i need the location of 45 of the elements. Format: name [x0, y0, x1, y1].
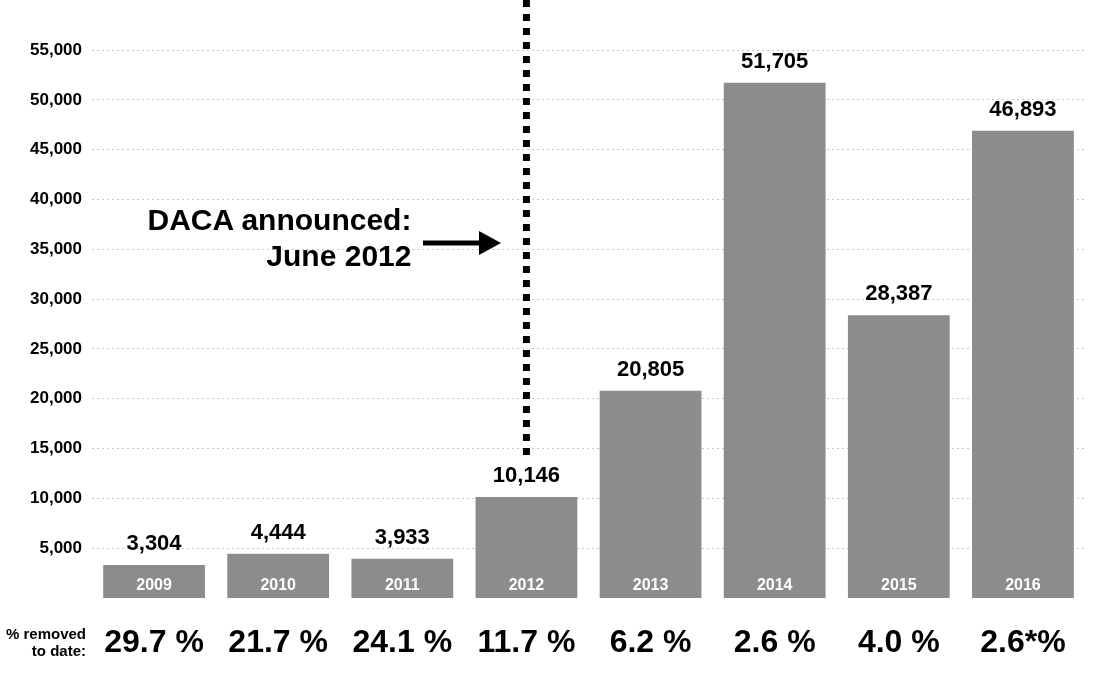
text: 2.6*%: [980, 622, 1066, 659]
x-tick-label: 2012: [508, 576, 545, 594]
x-tick-label: 2014: [756, 576, 793, 594]
ref-line-label: DACA announced: June 2012: [147, 202, 412, 272]
bar: [103, 565, 205, 598]
y-tick-label: 25,000: [30, 338, 82, 358]
bar: [351, 558, 454, 598]
x-tick-label: 2013: [632, 576, 669, 594]
y-tick-label: 50,000: [30, 89, 82, 109]
bar: [475, 496, 578, 598]
text: 2.6 %: [733, 622, 816, 659]
data-label: 51,705: [741, 47, 809, 73]
data-label: 46,893: [989, 95, 1057, 121]
y-tick-label: 45,000: [30, 139, 82, 159]
text: 6.2 %: [609, 622, 692, 659]
x-tick-label: 2016: [1005, 576, 1041, 594]
text: 21.7 %: [228, 622, 328, 659]
data-label: 28,387: [865, 280, 933, 306]
x-tick-label: 2011: [384, 576, 420, 594]
x-tick-label: 2010: [260, 576, 297, 594]
data-label: 4,444: [250, 518, 307, 544]
x-tick-label: 2015: [881, 576, 917, 594]
y-tick-label: 15,000: [30, 438, 82, 458]
y-tick-label: 35,000: [30, 238, 82, 258]
text: % removed to date:: [5, 624, 86, 659]
data-label: 3,933: [374, 523, 430, 549]
bar: [599, 390, 702, 598]
y-tick-label: 20,000: [30, 388, 82, 408]
bar: [723, 82, 826, 598]
x-tick-label: 2009: [136, 576, 172, 594]
y-tick-label: 55,000: [30, 39, 82, 59]
data-label: 3,304: [126, 530, 183, 556]
data-label: 20,805: [616, 355, 685, 381]
y-tick-label: 40,000: [30, 189, 82, 209]
text: 24.1 %: [352, 622, 453, 659]
y-tick-label: 5,000: [39, 537, 82, 557]
text: 11.7 %: [477, 622, 576, 659]
text: 4.0 %: [857, 622, 940, 659]
bar: [972, 130, 1074, 598]
y-tick-label: 10,000: [30, 488, 82, 508]
bar: [227, 553, 330, 598]
bar: [847, 315, 950, 598]
data-label: 10,146: [492, 461, 561, 487]
text: 29.7 %: [104, 622, 204, 659]
y-tick-label: 30,000: [30, 288, 82, 308]
